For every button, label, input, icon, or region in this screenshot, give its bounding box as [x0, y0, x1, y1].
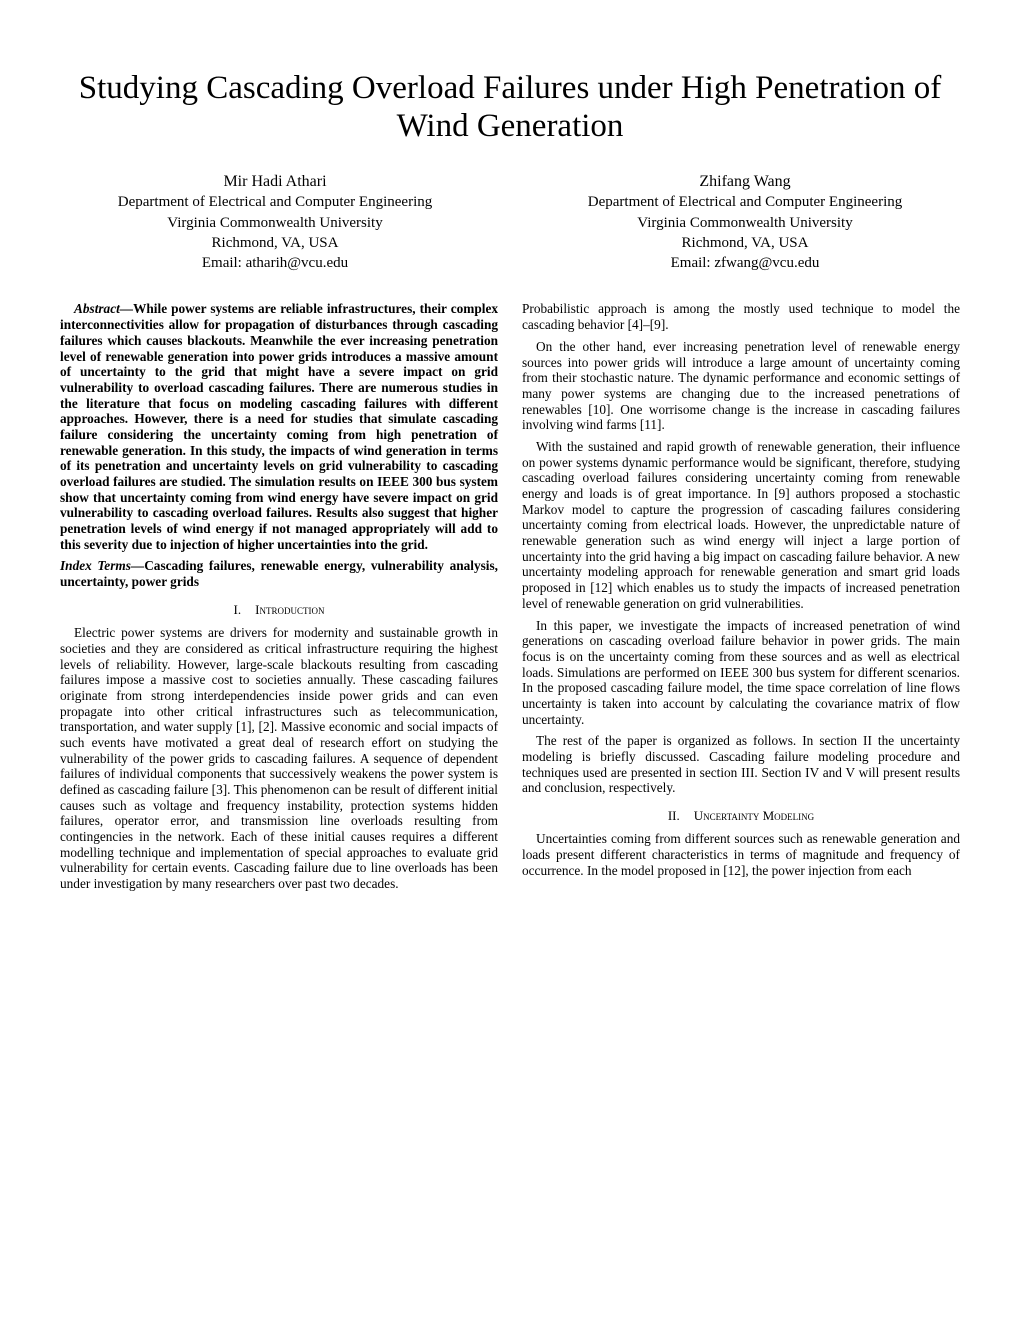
right-column: Probabilistic approach is among the most… [522, 301, 960, 897]
section-number: I. [234, 602, 242, 617]
abstract-paragraph: Abstract—While power systems are reliabl… [60, 301, 498, 552]
author-dept: Department of Electrical and Computer En… [60, 192, 490, 212]
section-title: Introduction [255, 602, 324, 617]
author-email: Email: atharih@vcu.edu [60, 253, 490, 273]
section-heading-intro: I. Introduction [60, 602, 498, 617]
col2-paragraph-4: In this paper, we investigate the impact… [522, 618, 960, 728]
abstract-label: Abstract— [74, 301, 133, 316]
author-univ: Virginia Commonwealth University [530, 213, 960, 233]
author-block-2: Zhifang Wang Department of Electrical an… [530, 171, 960, 274]
col2-paragraph-6: Uncertainties coming from different sour… [522, 831, 960, 878]
index-terms-paragraph: Index Terms—Cascading failures, renewabl… [60, 558, 498, 589]
paper-page: Studying Cascading Overload Failures und… [0, 0, 1020, 1320]
author-univ: Virginia Commonwealth University [60, 213, 490, 233]
paper-title: Studying Cascading Overload Failures und… [60, 70, 960, 146]
intro-paragraph-1: Electric power systems are drivers for m… [60, 625, 498, 892]
col2-paragraph-5: The rest of the paper is organized as fo… [522, 733, 960, 796]
author-name: Mir Hadi Athari [60, 171, 490, 193]
col2-paragraph-2: On the other hand, ever increasing penet… [522, 339, 960, 433]
author-city: Richmond, VA, USA [60, 233, 490, 253]
section-title: Uncertainty Modeling [694, 808, 814, 823]
authors-row: Mir Hadi Athari Department of Electrical… [60, 171, 960, 274]
author-name: Zhifang Wang [530, 171, 960, 193]
author-block-1: Mir Hadi Athari Department of Electrical… [60, 171, 490, 274]
author-dept: Department of Electrical and Computer En… [530, 192, 960, 212]
abstract-text: While power systems are reliable infrast… [60, 301, 498, 551]
author-city: Richmond, VA, USA [530, 233, 960, 253]
author-email: Email: zfwang@vcu.edu [530, 253, 960, 273]
two-columns: Abstract—While power systems are reliabl… [60, 301, 960, 897]
left-column: Abstract—While power systems are reliabl… [60, 301, 498, 897]
col2-paragraph-3: With the sustained and rapid growth of r… [522, 439, 960, 612]
section-heading-uncertainty: II. Uncertainty Modeling [522, 808, 960, 823]
index-terms-label: Index Terms— [60, 558, 144, 573]
section-number: II. [668, 808, 680, 823]
col2-paragraph-1: Probabilistic approach is among the most… [522, 301, 960, 332]
